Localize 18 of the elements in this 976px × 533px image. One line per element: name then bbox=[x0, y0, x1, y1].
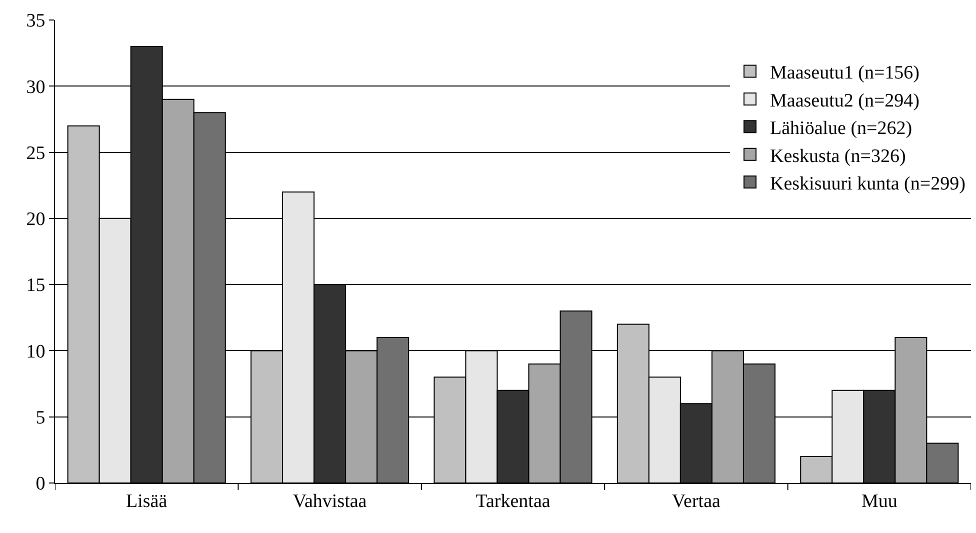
x-tick-label: Muu bbox=[861, 490, 898, 512]
y-tick-label: 15 bbox=[26, 275, 46, 296]
x-tick-label: Tarkentaa bbox=[476, 490, 551, 512]
y-tick-label: 30 bbox=[26, 76, 46, 98]
x-tick-label: Vertaa bbox=[672, 490, 722, 512]
y-tick-label: 0 bbox=[36, 474, 46, 495]
y-tick-label: 20 bbox=[26, 209, 46, 230]
x-tick-label: Lisää bbox=[126, 490, 168, 512]
y-tick-label: 25 bbox=[26, 142, 46, 164]
y-tick-label: 35 bbox=[26, 10, 46, 32]
legend-label: Maaseutu2 (n=294) bbox=[770, 90, 920, 112]
legend-label: Lähiöalue (n=262) bbox=[770, 118, 912, 140]
x-tick-label: Vahvistaa bbox=[292, 490, 368, 512]
y-tick-label: 10 bbox=[26, 341, 46, 362]
legend-label: Maaseutu1 (n=156) bbox=[770, 62, 920, 84]
legend-label: Keskisuuri kunta (n=299) bbox=[770, 173, 966, 194]
legend-label: Keskusta (n=326) bbox=[770, 146, 906, 167]
y-tick-label: 5 bbox=[36, 408, 46, 429]
